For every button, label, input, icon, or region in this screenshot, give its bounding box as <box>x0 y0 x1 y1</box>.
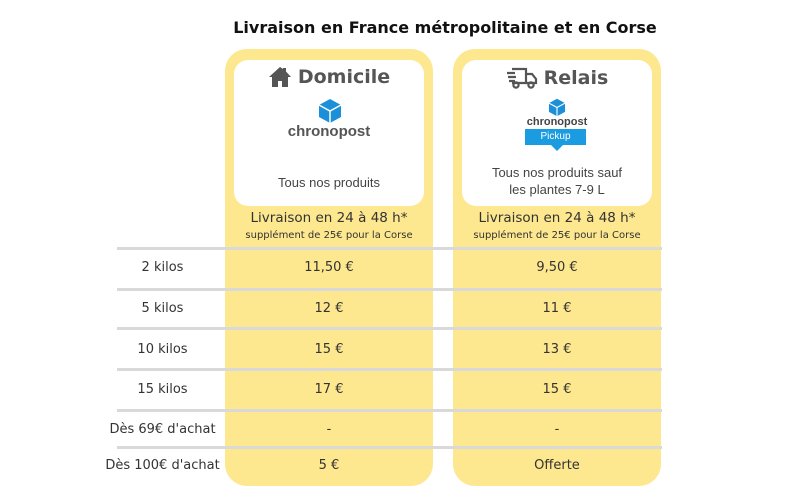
relais-description-2: les plantes 7-9 L <box>509 182 605 197</box>
divider <box>117 327 662 330</box>
truck-icon <box>506 67 537 89</box>
domicile-price: 17 € <box>314 382 344 397</box>
row-label: 2 kilos <box>141 260 184 275</box>
pickup-badge: Pickup <box>525 129 586 145</box>
domicile-header: Domicile <box>234 66 424 88</box>
domicile-price: 12 € <box>314 301 344 316</box>
relais-price: - <box>554 422 560 437</box>
chronopost-cube-icon <box>548 98 566 117</box>
chronopost-logo: chronopost <box>526 116 588 128</box>
domicile-title: Domicile <box>297 66 391 88</box>
domicile-description: Tous nos produits <box>278 175 380 190</box>
row-label: Dès 69€ d'achat <box>109 422 216 437</box>
page-title: Livraison en France métropolitaine et en… <box>233 18 657 37</box>
relais-title: Relais <box>543 67 609 89</box>
relais-price: 13 € <box>542 342 572 357</box>
divider <box>117 288 662 291</box>
relais-header: Relais <box>462 66 652 90</box>
chronopost-cube-icon <box>318 99 342 123</box>
relais-delivery: Livraison en 24 à 48 h* <box>478 210 636 226</box>
relais-price: 15 € <box>542 382 572 397</box>
domicile-price: - <box>326 422 332 437</box>
domicile-price: 11,50 € <box>304 260 354 275</box>
divider <box>117 247 662 250</box>
row-label: Dès 100€ d'achat <box>105 458 220 473</box>
house-icon <box>268 67 291 87</box>
domicile-supplement: supplément de 25€ pour la Corse <box>245 230 413 241</box>
row-label: 5 kilos <box>141 301 184 316</box>
pickup-arrow-icon <box>551 145 563 151</box>
chronopost-logo: chronopost <box>287 123 371 140</box>
row-label: 15 kilos <box>137 382 188 397</box>
relais-price: 9,50 € <box>536 260 578 275</box>
relais-description-1: Tous nos produits sauf <box>491 165 623 180</box>
domicile-price: 5 € <box>318 458 340 473</box>
relais-supplement: supplément de 25€ pour la Corse <box>473 230 641 241</box>
card-domicile: Domicile chronopost Tous nos produits <box>234 60 424 206</box>
domicile-delivery: Livraison en 24 à 48 h* <box>250 210 408 226</box>
divider <box>117 368 662 371</box>
row-label: 10 kilos <box>137 342 188 357</box>
relais-price: 11 € <box>542 301 572 316</box>
divider <box>117 409 662 412</box>
relais-price: Offerte <box>534 458 580 473</box>
domicile-price: 15 € <box>314 342 344 357</box>
card-relais: Relais chronopost Pickup Tous nos produi… <box>462 60 652 206</box>
divider <box>117 446 662 449</box>
